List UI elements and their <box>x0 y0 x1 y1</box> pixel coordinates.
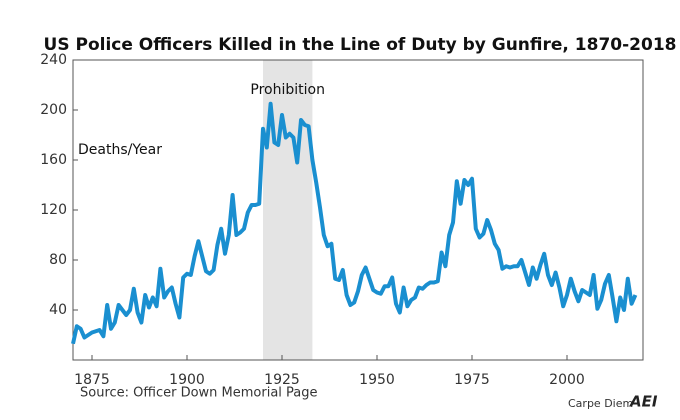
x-tick-label: 1975 <box>454 372 490 388</box>
y-tick-label: 160 <box>40 152 67 168</box>
shade-label: Prohibition <box>250 82 325 98</box>
data-line <box>71 101 638 345</box>
x-tick-label: 1950 <box>359 372 395 388</box>
x-tick-label: 1900 <box>169 372 205 388</box>
y-tick-label: 120 <box>40 202 67 218</box>
y-tick-label: 200 <box>40 102 67 118</box>
y-tick-label: 240 <box>40 52 67 68</box>
credit: Carpe Diem <box>568 397 633 410</box>
logo: AEI <box>629 393 658 411</box>
x-tick-label: 1925 <box>264 372 300 388</box>
y-tick-label: 80 <box>49 252 67 268</box>
y-annotation: Deaths/Year <box>78 142 162 158</box>
x-tick-label: 1875 <box>74 372 110 388</box>
source: Source: Officer Down Memorial Page <box>80 386 318 401</box>
x-tick-label: 2000 <box>549 372 585 388</box>
chart-title: US Police Officers Killed in the Line of… <box>44 35 677 55</box>
y-tick-label: 40 <box>49 302 67 318</box>
